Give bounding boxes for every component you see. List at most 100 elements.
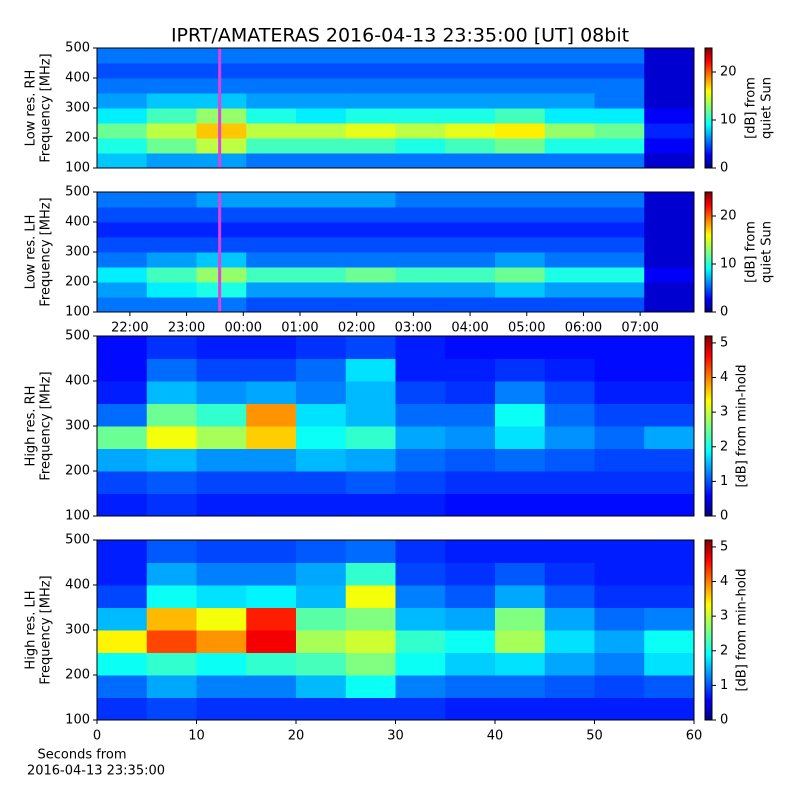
heat-cell xyxy=(345,426,396,449)
heat-cell xyxy=(246,562,297,586)
heat-cell xyxy=(246,652,297,676)
heat-cell xyxy=(594,336,645,359)
heat-cell xyxy=(395,237,446,253)
heat-cell xyxy=(495,652,546,676)
y-tick-label: 500 xyxy=(65,533,90,548)
heat-cell xyxy=(97,336,148,359)
heat-cell xyxy=(544,652,595,676)
colorbar-label: [dB] from xyxy=(744,221,759,283)
x-tick-label: 06:00 xyxy=(565,321,602,336)
heat-cell xyxy=(544,630,595,653)
x-axis-label: 2016-04-13 23:35:00 xyxy=(27,764,165,779)
heat-cell xyxy=(495,48,546,64)
heat-cell xyxy=(644,652,695,676)
heat-cell xyxy=(644,358,695,382)
heat-cell xyxy=(97,585,148,608)
heat-cell xyxy=(445,123,496,139)
heat-cell xyxy=(97,282,148,298)
heat-cell xyxy=(395,297,446,313)
heat-cell xyxy=(594,222,645,238)
heat-cell xyxy=(644,607,695,631)
heat-cell xyxy=(345,403,396,427)
heat-cell xyxy=(196,697,247,721)
heat-cell xyxy=(97,426,148,449)
heat-cell xyxy=(445,93,496,109)
heat-cell xyxy=(345,630,396,653)
heat-cell xyxy=(544,697,595,721)
heat-cell xyxy=(594,282,645,298)
heat-cell xyxy=(495,562,546,586)
heat-cell xyxy=(246,207,297,223)
heat-cell xyxy=(345,93,396,109)
heat-cell xyxy=(594,267,645,283)
y-tick-label: 300 xyxy=(65,245,90,260)
heat-cell xyxy=(495,153,546,169)
heat-cell xyxy=(544,493,595,517)
heat-cell xyxy=(395,138,446,154)
heat-cell xyxy=(345,267,396,283)
heat-cell xyxy=(196,652,247,676)
heat-cell xyxy=(146,675,197,698)
y-axis-label: High res. LH xyxy=(24,590,39,669)
heat-cell xyxy=(644,675,695,698)
heat-cell xyxy=(196,78,247,94)
heat-cell xyxy=(395,252,446,268)
heat-cell xyxy=(544,267,595,283)
heat-cell xyxy=(296,607,347,631)
x-tick-label: 02:00 xyxy=(338,321,375,336)
heat-cell xyxy=(644,267,695,283)
colorbar-tick-label: 2 xyxy=(720,439,728,454)
heat-cell xyxy=(395,697,446,721)
heat-cell xyxy=(544,607,595,631)
heat-cell xyxy=(97,192,148,208)
heat-cell xyxy=(445,267,496,283)
heat-cell xyxy=(296,108,347,124)
heat-cell xyxy=(495,123,546,139)
heat-cell xyxy=(544,207,595,223)
heat-cell xyxy=(594,93,645,109)
heat-cell xyxy=(146,403,197,427)
heat-cell xyxy=(544,63,595,79)
heat-cell xyxy=(495,448,546,472)
y-tick-label: 100 xyxy=(65,305,90,320)
heat-cell xyxy=(97,675,148,698)
heat-cell xyxy=(395,403,446,427)
heat-cell xyxy=(594,403,645,427)
heat-cell xyxy=(445,358,496,382)
heat-cell xyxy=(594,607,645,631)
figure-title: IPRT/AMATERAS 2016-04-13 23:35:00 [UT] 0… xyxy=(171,25,629,47)
y-tick-label: 200 xyxy=(65,275,90,290)
heat-cell xyxy=(594,138,645,154)
heat-cell xyxy=(445,336,496,359)
heat-cell xyxy=(97,358,148,382)
heat-cell xyxy=(495,607,546,631)
heat-cell xyxy=(495,138,546,154)
heat-cell xyxy=(395,540,446,563)
colorbar-label: quiet Sun xyxy=(760,221,775,283)
heat-cell xyxy=(246,138,297,154)
heat-cell xyxy=(495,381,546,404)
heat-cell xyxy=(196,237,247,253)
heat-cell xyxy=(196,138,247,154)
heat-cell xyxy=(246,403,297,427)
heat-cell xyxy=(644,252,695,268)
y-tick-label: 400 xyxy=(65,215,90,230)
heat-cell xyxy=(146,697,197,721)
heat-cell xyxy=(395,652,446,676)
heat-cell xyxy=(345,381,396,404)
y-tick-label: 400 xyxy=(65,578,90,593)
heat-cell xyxy=(445,297,496,313)
heat-cell xyxy=(296,403,347,427)
heat-cell xyxy=(495,252,546,268)
heat-cell xyxy=(644,63,695,79)
heat-cell xyxy=(146,336,197,359)
heat-cell xyxy=(196,297,247,313)
heat-cell xyxy=(445,108,496,124)
heat-cell xyxy=(146,63,197,79)
heat-cell xyxy=(196,540,247,563)
heat-cell xyxy=(544,540,595,563)
heat-cell xyxy=(395,123,446,139)
heat-cell xyxy=(544,192,595,208)
heat-cell xyxy=(544,237,595,253)
